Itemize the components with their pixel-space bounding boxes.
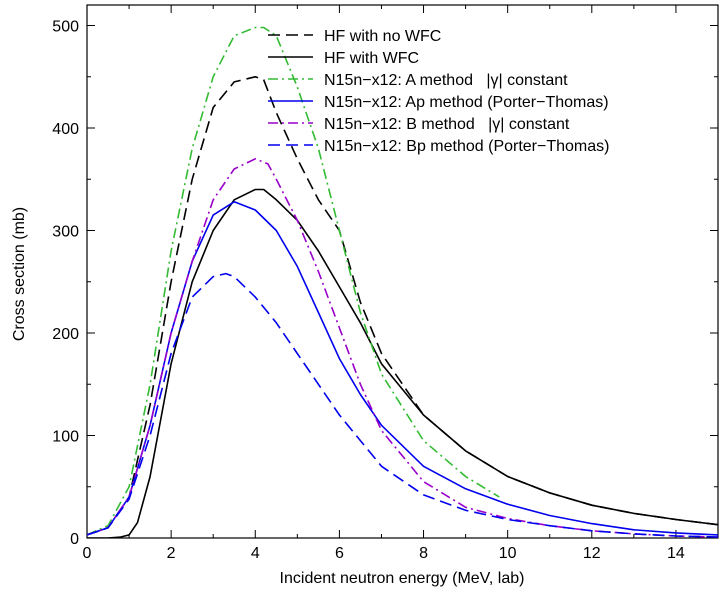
x-tick-label: 8 (419, 545, 428, 562)
series-line-2 (87, 188, 718, 538)
legend-label-5: N15n−x12: B method |γ| constant (324, 116, 570, 133)
x-tick-label: 4 (251, 545, 260, 562)
series-line-4 (87, 201, 718, 536)
legend-label-1: HF with no WFC (324, 28, 441, 45)
x-tick-label: 12 (583, 545, 601, 562)
y-tick-label: 100 (52, 429, 79, 446)
y-tick-label: 400 (52, 121, 79, 138)
y-tick-label: 500 (52, 19, 79, 36)
x-tick-label: 6 (335, 545, 344, 562)
x-tick-label: 2 (167, 545, 176, 562)
x-axis-label: Incident neutron energy (MeV, lab) (280, 570, 525, 587)
y-tick-label: 0 (70, 531, 79, 548)
series-lines (87, 26, 718, 538)
y-tick-label: 300 (52, 224, 79, 241)
y-tick-label: 200 (52, 326, 79, 343)
x-tick-label: 14 (667, 545, 685, 562)
axes: 0 2 4 6 8 10 12 14 0 100 200 300 400 500 (52, 4, 719, 562)
y-axis-label: Cross section (mb) (11, 207, 28, 341)
series-line-3 (87, 26, 500, 536)
legend-label-2: HF with WFC (324, 50, 419, 67)
legend-label-4: N15n−x12: Ap method (Porter−Thomas) (324, 94, 609, 111)
legend-label-6: N15n−x12: Bp method (Porter−Thomas) (324, 138, 609, 155)
legend: HF with no WFC HF with WFC N15n−x12: A met… (268, 28, 609, 155)
series-line-6 (87, 272, 718, 538)
plot-frame (86, 4, 719, 539)
legend-label-3: N15n−x12: A method |γ| constant (324, 72, 568, 89)
x-tick-label: 0 (83, 545, 92, 562)
x-tick-label: 10 (499, 545, 517, 562)
